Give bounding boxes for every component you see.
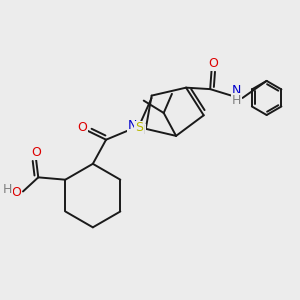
Text: S: S: [135, 122, 143, 134]
Text: O: O: [31, 146, 41, 159]
Text: H: H: [136, 124, 145, 137]
Text: N: N: [232, 84, 241, 97]
Text: O: O: [208, 57, 218, 70]
Text: H: H: [3, 184, 12, 196]
Text: O: O: [78, 121, 88, 134]
Text: O: O: [12, 186, 22, 200]
Text: N: N: [128, 119, 137, 132]
Text: H: H: [232, 94, 241, 106]
